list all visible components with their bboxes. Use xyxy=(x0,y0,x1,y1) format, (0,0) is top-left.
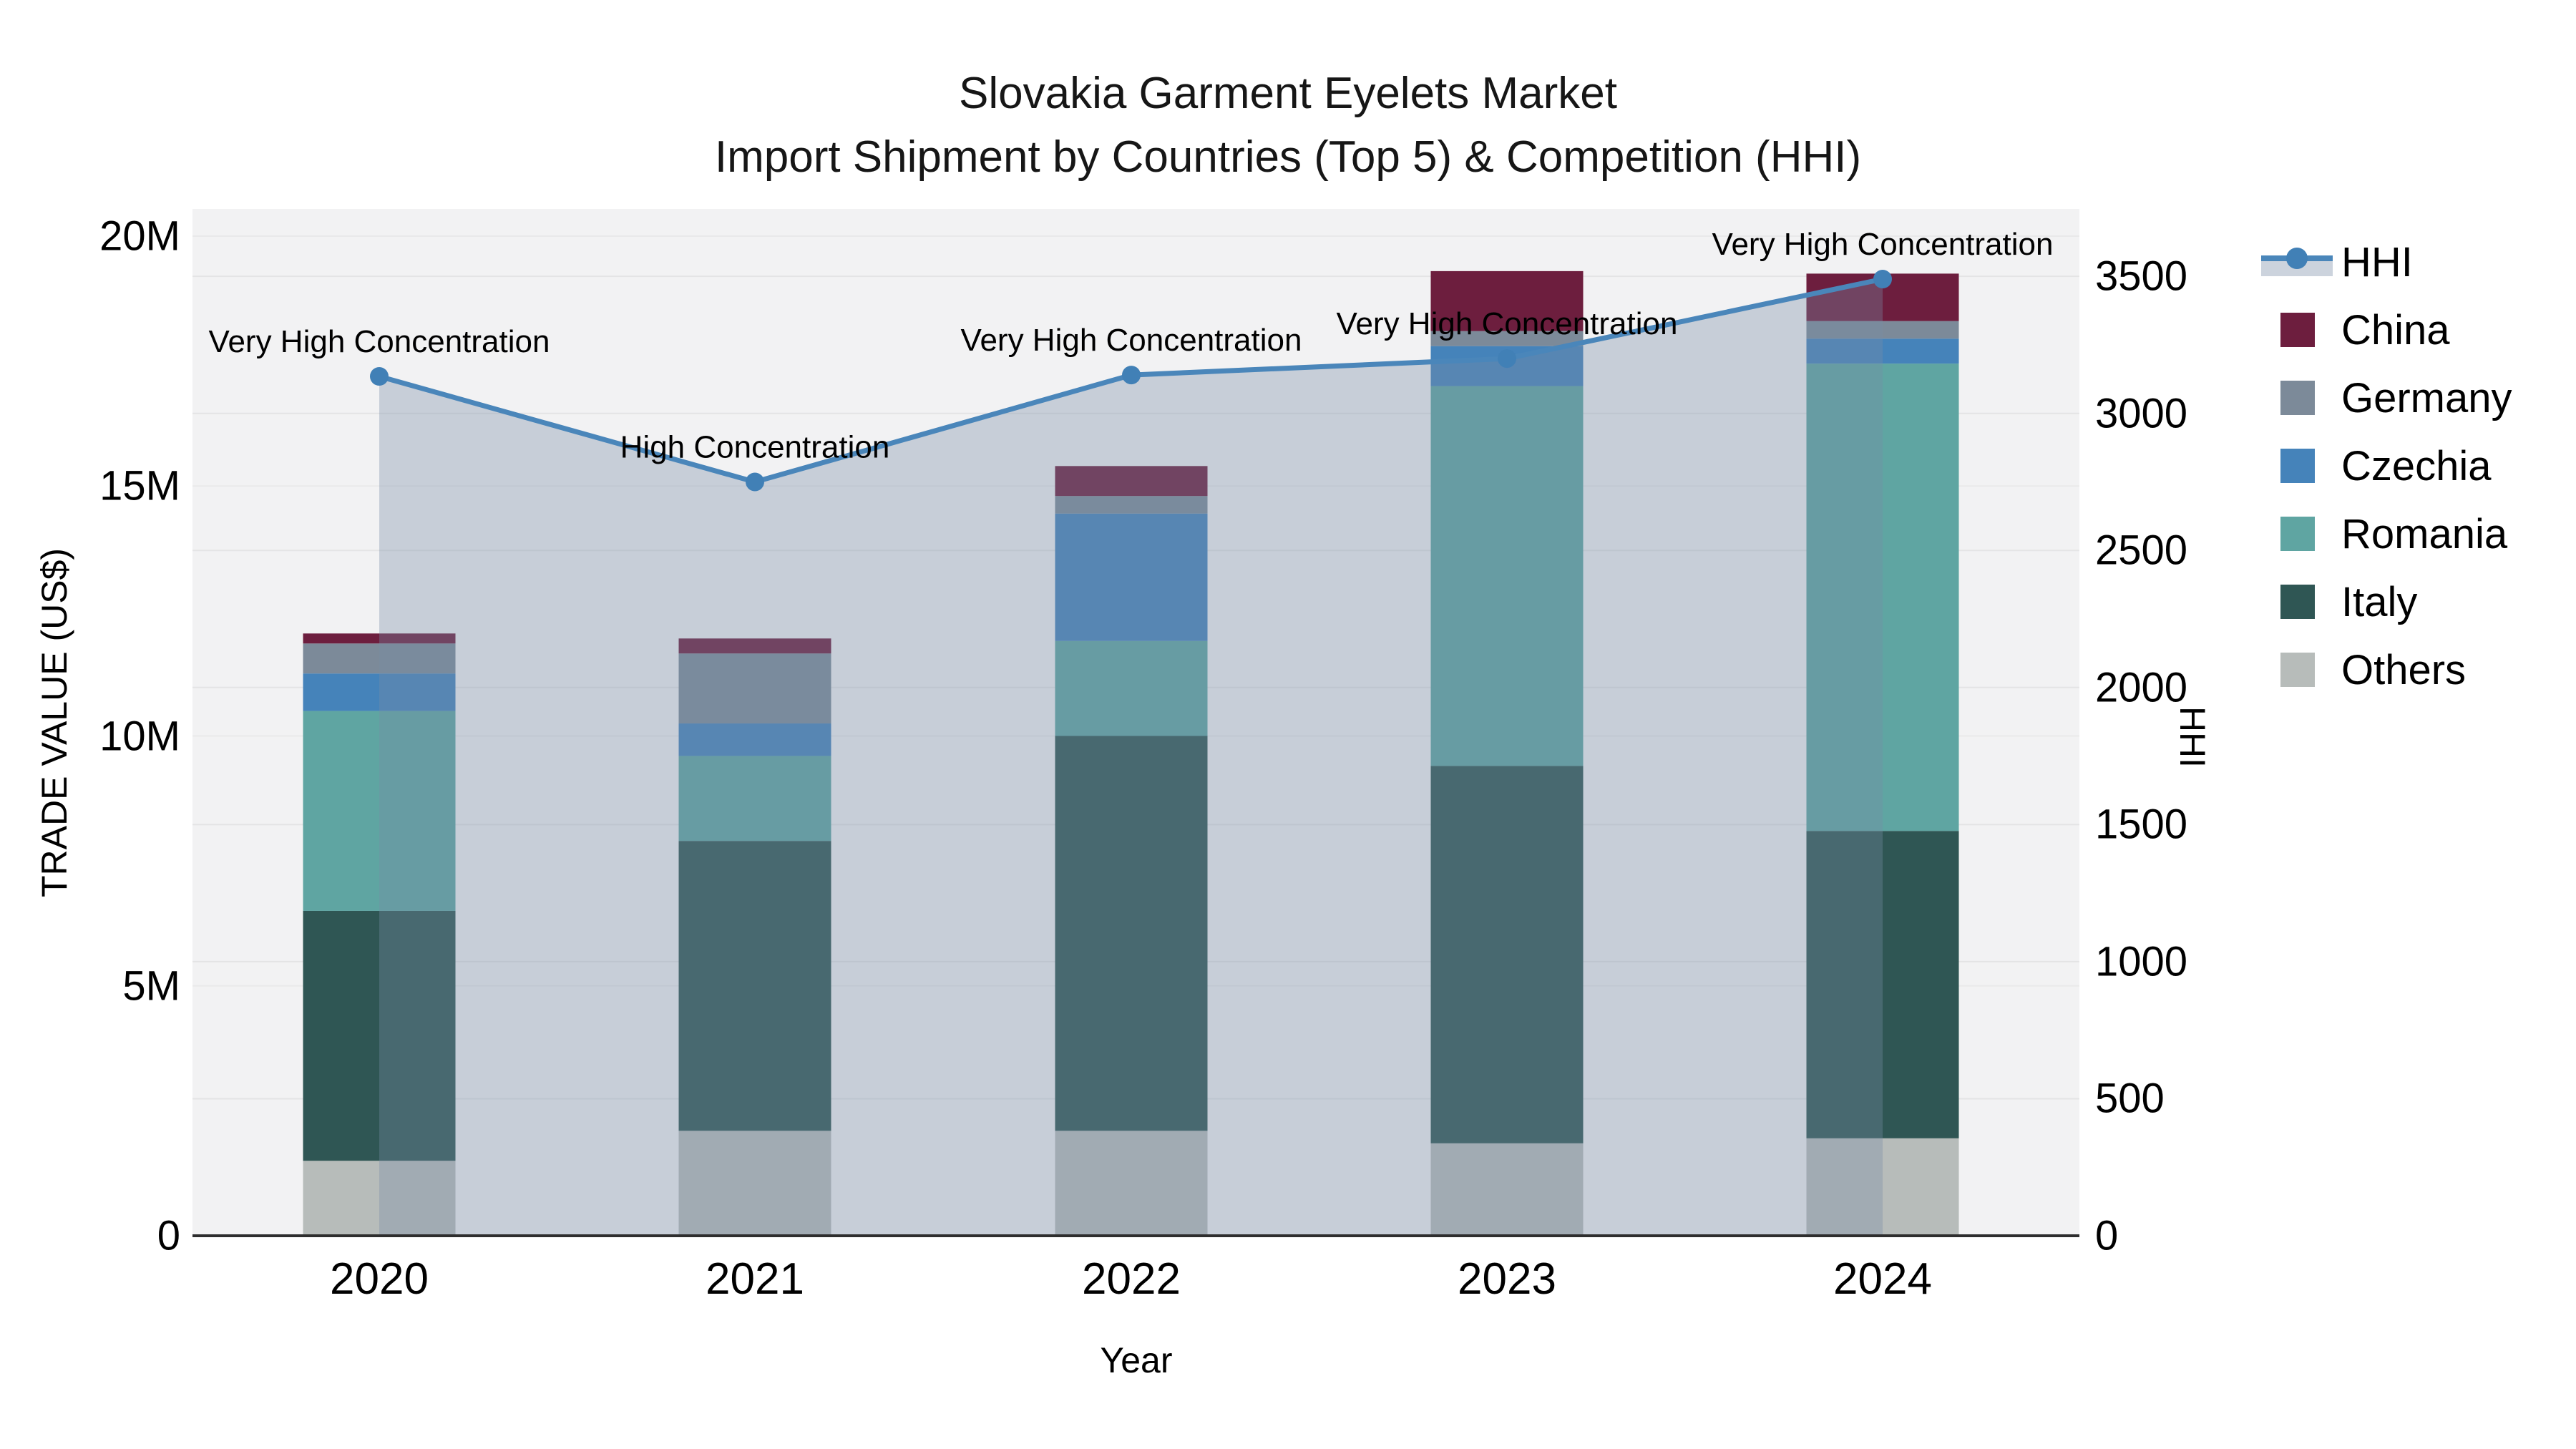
y-left-tick-20M: 20M xyxy=(99,213,180,260)
legend-item-romania[interactable]: Romania xyxy=(2254,499,2507,568)
legend-label-romania: Romania xyxy=(2341,510,2508,557)
chart-title-line2: Import Shipment by Countries (Top 5) & C… xyxy=(714,132,1862,182)
y-right-tick-2000: 2000 xyxy=(2095,664,2188,711)
legend-label-italy: Italy xyxy=(2341,578,2418,625)
legend-swatch-italy xyxy=(2280,585,2315,619)
legend-label-hhi: HHI xyxy=(2341,238,2413,286)
hhi-marker-2021[interactable] xyxy=(746,472,764,492)
annotation-2020: Very High Concentration xyxy=(209,324,550,359)
bar-segment-germany-2021[interactable] xyxy=(678,653,831,724)
bar-segment-italy-2023[interactable] xyxy=(1430,766,1584,1143)
bar-segment-china-2021[interactable] xyxy=(678,638,831,654)
legend-swatch-china xyxy=(2280,313,2315,347)
y-right-tick-3000: 3000 xyxy=(2095,390,2188,437)
y-axis-title-right: HHI xyxy=(2172,706,2212,769)
y-right-tick-3500: 3500 xyxy=(2095,253,2188,300)
bar-segment-czechia-2024[interactable] xyxy=(1806,338,1959,364)
hhi-marker-2020[interactable] xyxy=(370,367,389,386)
legend-item-others[interactable]: Others xyxy=(2254,635,2466,704)
bar-segment-others-2020[interactable] xyxy=(303,1161,456,1236)
chart-title: Slovakia Garment Eyelets Market Import S… xyxy=(0,62,2576,189)
y-left-tick-15M: 15M xyxy=(99,462,180,509)
bar-segment-romania-2024[interactable] xyxy=(1806,364,1959,831)
x-tick-2020: 2020 xyxy=(330,1254,429,1304)
x-tick-2022: 2022 xyxy=(1082,1254,1181,1304)
x-tick-2021: 2021 xyxy=(706,1254,804,1304)
bar-segment-italy-2024[interactable] xyxy=(1806,831,1959,1138)
legend-hhi-sample xyxy=(2261,248,2333,276)
bar-segment-romania-2021[interactable] xyxy=(678,756,831,841)
bar-segment-germany-2020[interactable] xyxy=(303,643,456,674)
y-axis-title-left: TRADE VALUE (US$) xyxy=(34,547,74,898)
legend-swatch-czechia xyxy=(2280,449,2315,483)
bar-segment-italy-2021[interactable] xyxy=(678,841,831,1131)
bar-segment-others-2024[interactable] xyxy=(1806,1138,1959,1236)
annotation-2022: Very High Concentration xyxy=(961,323,1302,358)
hhi-marker-2022[interactable] xyxy=(1122,366,1141,385)
bar-segment-germany-2022[interactable] xyxy=(1055,496,1208,514)
y-left-tick-0: 0 xyxy=(157,1212,180,1259)
y-right-tick-1000: 1000 xyxy=(2095,938,2188,985)
annotation-2024: Very High Concentration xyxy=(1712,227,2054,262)
bar-segment-czechia-2020[interactable] xyxy=(303,673,456,711)
y-right-tick-0: 0 xyxy=(2095,1212,2119,1259)
bar-segment-romania-2022[interactable] xyxy=(1055,640,1208,736)
bar-segment-china-2020[interactable] xyxy=(303,633,456,644)
bar-segment-others-2022[interactable] xyxy=(1055,1131,1208,1236)
bar-segment-germany-2024[interactable] xyxy=(1806,321,1959,339)
bar-segment-italy-2022[interactable] xyxy=(1055,736,1208,1131)
hhi-marker-2023[interactable] xyxy=(1498,349,1516,369)
bar-segment-czechia-2022[interactable] xyxy=(1055,513,1208,641)
x-axis-title: Year xyxy=(1100,1340,1173,1380)
bar-segment-romania-2020[interactable] xyxy=(303,711,456,911)
bar-segment-czechia-2021[interactable] xyxy=(678,723,831,756)
legend-label-china: China xyxy=(2341,306,2450,353)
bar-segment-china-2022[interactable] xyxy=(1055,466,1208,497)
legend-label-czechia: Czechia xyxy=(2341,442,2492,489)
legend-item-hhi[interactable]: HHI xyxy=(2254,228,2413,296)
legend-item-germany[interactable]: Germany xyxy=(2254,364,2512,432)
hhi-marker-2024[interactable] xyxy=(1873,270,1892,288)
y-right-tick-1500: 1500 xyxy=(2095,801,2188,848)
bar-segment-romania-2023[interactable] xyxy=(1430,386,1584,766)
bar-segment-others-2023[interactable] xyxy=(1430,1143,1584,1236)
legend-label-germany: Germany xyxy=(2341,374,2512,421)
legend-item-italy[interactable]: Italy xyxy=(2254,567,2417,636)
bar-segment-others-2021[interactable] xyxy=(678,1131,831,1236)
bar-segment-germany-2023[interactable] xyxy=(1430,331,1584,346)
legend-swatch-romania xyxy=(2280,517,2315,551)
legend-item-china[interactable]: China xyxy=(2254,296,2450,364)
bar-segment-china-2023[interactable] xyxy=(1430,270,1584,331)
y-right-tick-2500: 2500 xyxy=(2095,527,2188,574)
legend-item-czechia[interactable]: Czechia xyxy=(2254,431,2492,500)
legend-label-others: Others xyxy=(2341,646,2467,693)
annotation-2021: High Concentration xyxy=(620,429,890,464)
x-tick-2024: 2024 xyxy=(1833,1254,1932,1304)
y-left-tick-10M: 10M xyxy=(99,713,180,759)
y-left-tick-5M: 5M xyxy=(122,962,180,1010)
bar-segment-italy-2020[interactable] xyxy=(303,910,456,1161)
x-tick-2023: 2023 xyxy=(1458,1254,1556,1304)
legend-swatch-germany xyxy=(2280,381,2315,415)
y-right-tick-500: 500 xyxy=(2095,1075,2165,1122)
chart-title-line1: Slovakia Garment Eyelets Market xyxy=(958,69,1617,118)
hhi-area-fill xyxy=(379,279,1883,1236)
annotation-2023: Very High Concentration xyxy=(1337,306,1678,341)
legend-swatch-others xyxy=(2280,653,2315,687)
